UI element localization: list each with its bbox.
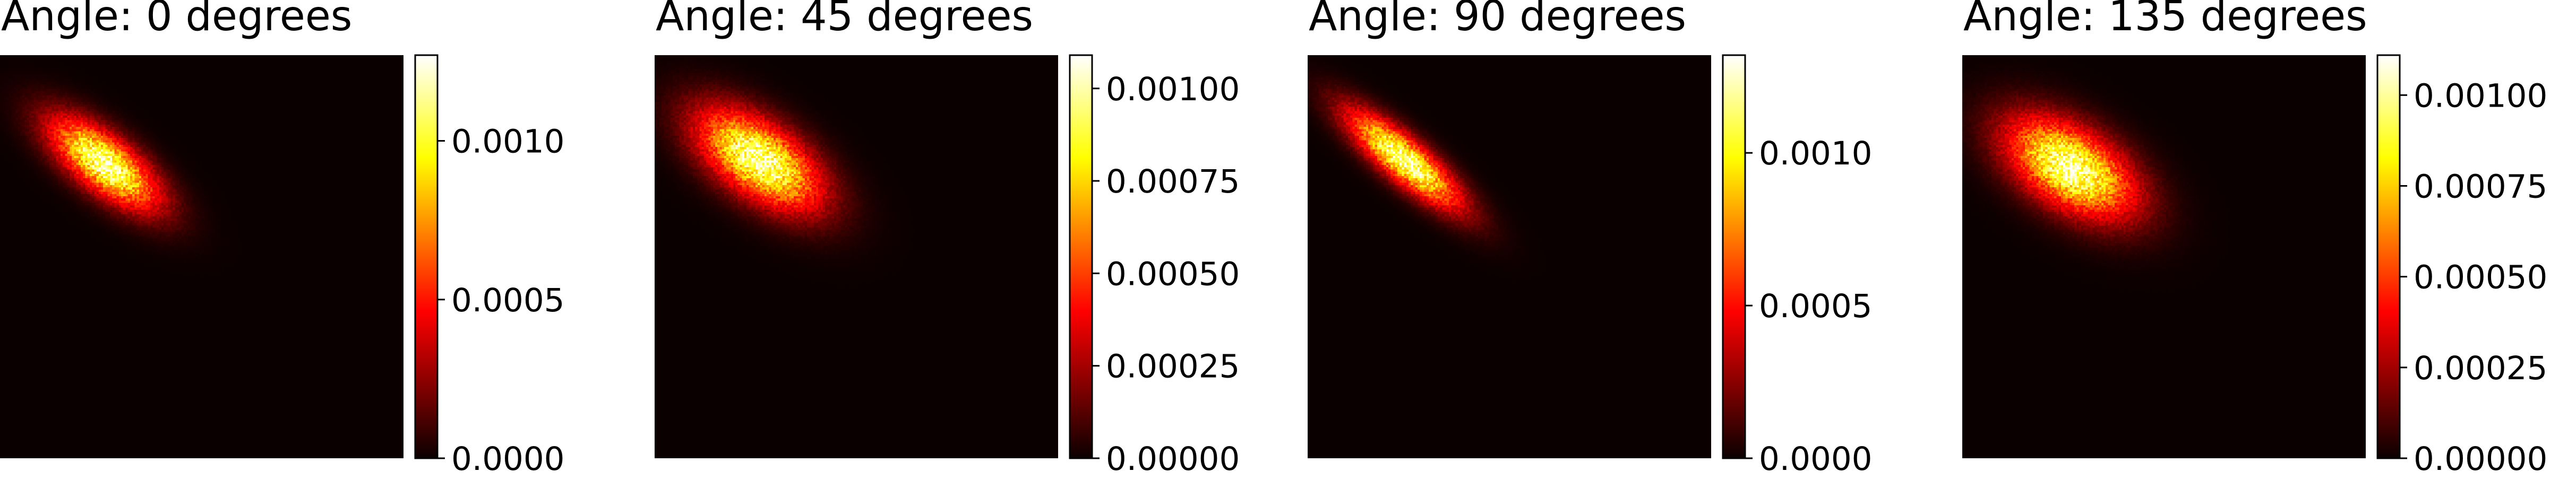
colorbar-frame bbox=[1722, 54, 1746, 459]
colorbar-tick-label: 0.00075 bbox=[1106, 163, 1240, 200]
heatmap-panel: Angle: 90 degrees 0.0000 0.0005 0.0010 bbox=[1308, 0, 1872, 478]
heatmap-panel: Angle: 45 degrees 0.00000 0.00025 0.00050 0.… bbox=[655, 0, 1240, 478]
heatmap-panel: Angle: 135 degrees 0.00000 0.00025 0.00050 0… bbox=[1962, 0, 2547, 478]
colorbar-frame bbox=[2376, 54, 2401, 459]
colorbar-tick-label: 0.00000 bbox=[2414, 440, 2547, 478]
colorbar bbox=[415, 55, 437, 458]
colorbar bbox=[1723, 55, 1745, 458]
colorbar-tick-label: 0.00050 bbox=[2414, 259, 2547, 296]
heatmap-image bbox=[1308, 55, 1711, 458]
heatmap-image bbox=[0, 55, 403, 458]
colorbar bbox=[2377, 55, 2400, 458]
colorbar-tick-label: 0.00025 bbox=[2414, 350, 2547, 387]
colorbar-tick-label: 0.0005 bbox=[451, 282, 564, 319]
panel-title: Angle: 135 degrees bbox=[1963, 0, 2367, 40]
panel-title: Angle: 0 degrees bbox=[1, 0, 352, 40]
colorbar-tick-label: 0.0000 bbox=[451, 440, 564, 478]
heatmap-image bbox=[655, 55, 1058, 458]
colorbar-tick-label: 0.00050 bbox=[1106, 255, 1240, 293]
panel-title: Angle: 45 degrees bbox=[656, 0, 1033, 40]
colorbar-frame bbox=[414, 54, 439, 459]
colorbar-tick-label: 0.0000 bbox=[1759, 440, 1872, 478]
panel-title: Angle: 90 degrees bbox=[1309, 0, 1686, 40]
colorbar-tick-label: 0.00025 bbox=[1106, 348, 1240, 386]
colorbar bbox=[1070, 55, 1092, 458]
colorbar-tick-label: 0.0010 bbox=[451, 123, 564, 161]
heatmap-panel: Angle: 0 degrees 0.0000 0.0005 0.0010 bbox=[0, 0, 564, 478]
colorbar-tick-label: 0.0010 bbox=[1759, 135, 1872, 172]
colorbar-tick-label: 0.00100 bbox=[1106, 71, 1240, 108]
heatmap-image bbox=[1962, 55, 2366, 458]
colorbar-tick-label: 0.00100 bbox=[2414, 77, 2547, 115]
colorbar-tick-label: 0.00075 bbox=[2414, 168, 2547, 205]
colorbar-tick-label: 0.0005 bbox=[1759, 287, 1872, 325]
colorbar-frame bbox=[1069, 54, 1093, 459]
colorbar-tick-label: 0.00000 bbox=[1106, 440, 1240, 478]
